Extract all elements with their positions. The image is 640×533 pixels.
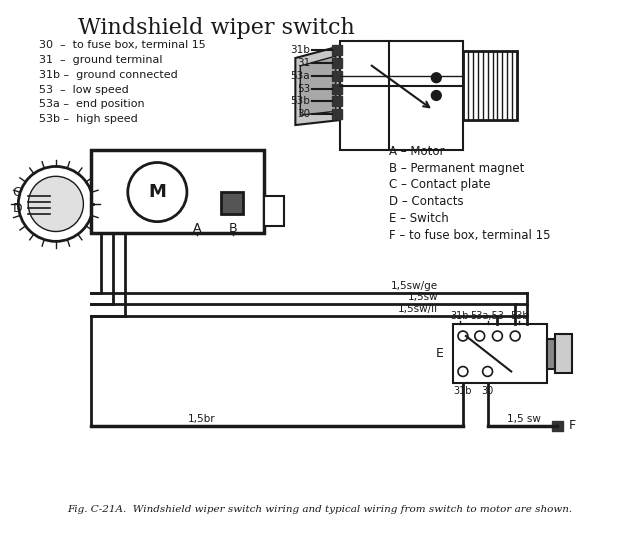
Text: M: M xyxy=(148,183,166,201)
Text: B – Permanent magnet: B – Permanent magnet xyxy=(389,161,524,174)
Text: 31b: 31b xyxy=(454,386,472,396)
Text: 53b –  high speed: 53b – high speed xyxy=(39,114,138,124)
Text: 31  –  ground terminal: 31 – ground terminal xyxy=(39,55,163,65)
Bar xyxy=(463,51,517,120)
Text: D: D xyxy=(12,203,22,215)
Bar xyxy=(264,196,284,225)
Bar xyxy=(332,71,342,80)
Text: B: B xyxy=(229,222,237,236)
Bar xyxy=(555,334,572,374)
Text: 31b: 31b xyxy=(451,311,469,321)
Circle shape xyxy=(458,331,468,341)
Text: 53b: 53b xyxy=(291,96,310,107)
Bar xyxy=(552,421,563,431)
Text: 30: 30 xyxy=(297,109,310,119)
Text: 53b: 53b xyxy=(510,311,529,321)
Text: D – Contacts: D – Contacts xyxy=(389,195,463,208)
Text: 53a: 53a xyxy=(291,71,310,81)
Circle shape xyxy=(431,73,441,83)
Circle shape xyxy=(431,91,441,100)
Text: E – Switch: E – Switch xyxy=(389,212,449,225)
Bar xyxy=(332,45,342,55)
Circle shape xyxy=(483,367,493,376)
Text: Fig. C-21A.  Windshield wiper switch wiring and typical wiring from switch to mo: Fig. C-21A. Windshield wiper switch wiri… xyxy=(67,505,573,514)
Text: 30  –  to fuse box, terminal 15: 30 – to fuse box, terminal 15 xyxy=(39,41,206,50)
Text: 1,5sw/ge: 1,5sw/ge xyxy=(391,281,438,290)
Text: 53: 53 xyxy=(297,84,310,94)
Text: C: C xyxy=(12,185,21,199)
Text: 53  –  low speed: 53 – low speed xyxy=(39,85,129,95)
Circle shape xyxy=(28,176,83,231)
Text: 1,5br: 1,5br xyxy=(188,414,216,424)
Polygon shape xyxy=(300,56,336,115)
Text: 31b: 31b xyxy=(291,45,310,55)
Bar xyxy=(453,324,547,383)
Circle shape xyxy=(458,367,468,376)
Text: E: E xyxy=(435,347,444,360)
Text: 1,5sw/li: 1,5sw/li xyxy=(398,304,438,314)
Circle shape xyxy=(493,331,502,341)
Text: A: A xyxy=(193,222,201,236)
Text: F: F xyxy=(568,419,575,432)
Bar xyxy=(547,339,555,368)
Circle shape xyxy=(128,163,187,222)
Text: 1,5sw: 1,5sw xyxy=(408,293,438,303)
Text: 31b –  ground connected: 31b – ground connected xyxy=(39,70,178,80)
Bar xyxy=(221,192,243,214)
Bar xyxy=(340,41,463,150)
Text: 1,5 sw: 1,5 sw xyxy=(508,414,541,424)
Text: 30: 30 xyxy=(481,386,493,396)
Circle shape xyxy=(19,166,93,241)
Text: A – Motor: A – Motor xyxy=(389,145,445,158)
Text: C – Contact plate: C – Contact plate xyxy=(389,178,490,191)
Bar xyxy=(92,150,264,233)
Bar xyxy=(332,96,342,106)
Text: Windshield wiper switch: Windshield wiper switch xyxy=(79,17,355,38)
Text: 31: 31 xyxy=(297,58,310,68)
Text: 53a –  end position: 53a – end position xyxy=(39,100,145,109)
Polygon shape xyxy=(295,46,340,125)
Circle shape xyxy=(510,331,520,341)
Text: 53a,53: 53a,53 xyxy=(470,311,504,321)
Bar xyxy=(332,58,342,68)
Circle shape xyxy=(475,331,484,341)
Text: F – to fuse box, terminal 15: F – to fuse box, terminal 15 xyxy=(389,229,550,241)
Bar xyxy=(332,84,342,93)
Bar xyxy=(332,109,342,119)
